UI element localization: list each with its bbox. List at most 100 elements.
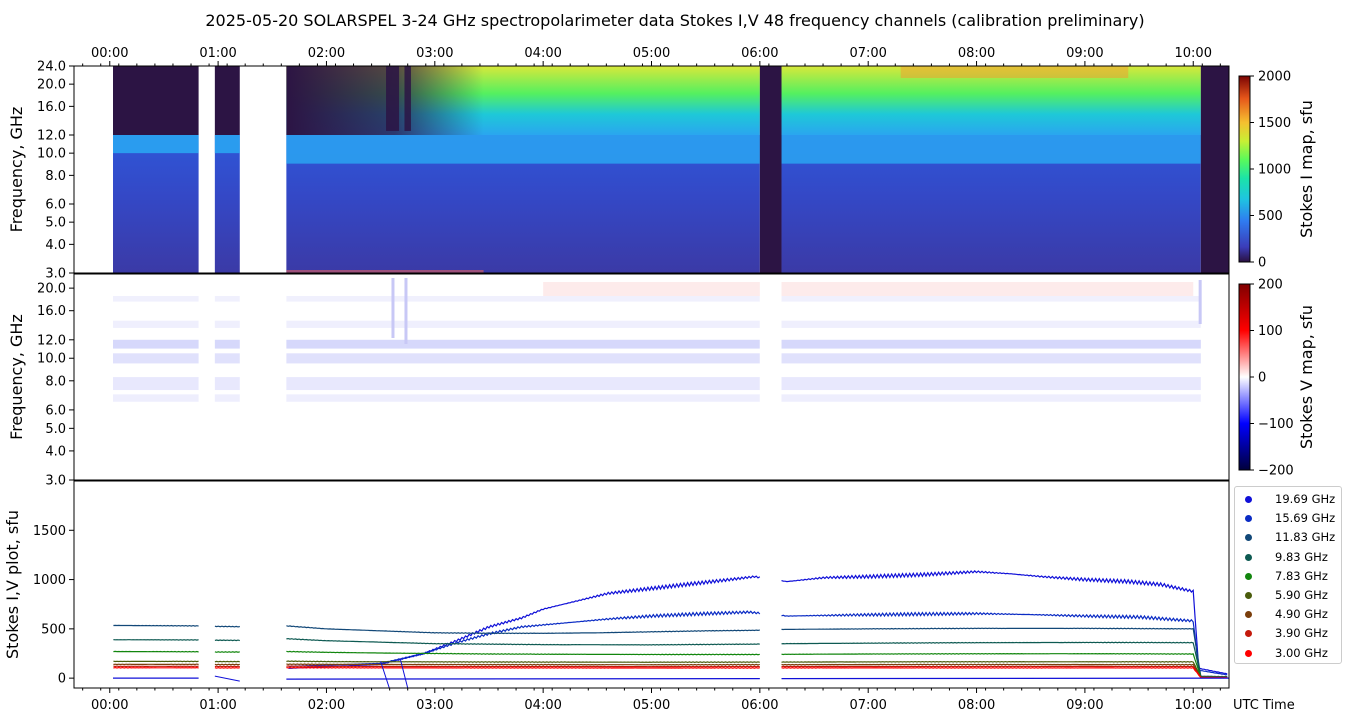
stokes-v-band-3-1 [781, 353, 1201, 364]
stokes-i-dark-0 [759, 66, 782, 273]
stokes-v-band-1-0 [214, 339, 240, 349]
bottom-xtick-label-1: 01:00 [199, 698, 236, 713]
stokes-i-block-mid-1 [214, 135, 240, 154]
stokes-v-band-2-0 [286, 339, 760, 349]
stokes-i-colorbar [1238, 75, 1251, 263]
top-xtick-label-10: 10:00 [1175, 46, 1212, 61]
bottom-xtick-label-9: 09:00 [1066, 698, 1103, 713]
stokes-v-ytick-label-8: 20.0 [37, 282, 66, 297]
stokes-v-cbar-label-4: 200 [1258, 278, 1283, 293]
legend-label: 11.83 GHz [1275, 530, 1336, 545]
stokes-i-cbar-label-0: 0 [1258, 256, 1266, 271]
stokes-v-band-1-2 [214, 377, 240, 391]
stokes-v-positive-band [543, 282, 1194, 296]
top-xtick-label-8: 08:00 [958, 46, 995, 61]
stokes-v-cbar-label-3: 100 [1258, 324, 1283, 339]
plot-ytick-label-1: 500 [41, 622, 66, 637]
bottom-xtick-label-10: 10:00 [1175, 698, 1212, 713]
panel-frame-2 [73, 480, 1230, 689]
stokes-v-band-2-4 [286, 320, 760, 328]
stokes-v-ytick-label-2: 5.0 [45, 422, 66, 437]
stokes-i-ytick-label-6: 12.0 [37, 129, 66, 144]
stokes-dropouts [380, 658, 409, 689]
series-line-2-seg-0 [113, 624, 199, 627]
stokes-v-baseline-1 [286, 677, 1230, 680]
stokes-i-cbar-label-2: 1000 [1258, 163, 1291, 178]
stokes-i-ytick-label-9: 24.0 [37, 60, 66, 75]
stokes-v-ylabel: Frequency, GHz [7, 314, 26, 440]
stokes-i-ytick-label-8: 20.0 [37, 78, 66, 93]
stokes-v-gap [759, 274, 782, 480]
series-line-3-seg-3 [781, 641, 1228, 678]
chart-title: 2025-05-20 SOLARSPEL 3-24 GHz spectropol… [205, 11, 1145, 30]
series-line-4-seg-2 [286, 650, 760, 656]
stokes-v-band-3-3 [781, 394, 1201, 402]
series-line-2-seg-1 [214, 625, 240, 628]
stokes-v-band-0-4 [113, 320, 199, 328]
stokes-i-low-edge [286, 270, 484, 273]
stokes-i-cbar-label-4: 2000 [1258, 70, 1291, 85]
stokes-v-band-0-2 [113, 377, 199, 391]
legend-label: 3.90 GHz [1275, 626, 1328, 641]
plot-ylabel: Stokes I,V plot, sfu [3, 510, 22, 659]
plot-ytick-label-0: 0 [58, 672, 66, 687]
legend-marker [1245, 649, 1252, 657]
bottom-xtick-label-3: 03:00 [416, 698, 453, 713]
stokes-i-block-low-1 [214, 135, 240, 273]
stokes-v-colorbar-title: Stokes V map, sfu [1297, 305, 1316, 449]
series-line-1-seg-1 [781, 611, 1228, 676]
stokes-v-spike-1 [391, 278, 395, 338]
stokes-v-ytick-label-1: 4.0 [45, 444, 66, 459]
legend-label: 5.90 GHz [1275, 588, 1328, 602]
stokes-v-band-2-5 [286, 296, 760, 302]
stokes-v-band-3-4 [781, 320, 1201, 328]
legend-marker [1245, 496, 1252, 503]
stokes-v-spike-3 [1198, 280, 1202, 324]
top-xtick-label-5: 05:00 [633, 46, 670, 61]
series-line-1-seg-0 [288, 610, 761, 668]
plot-ytick-label-3: 1500 [33, 524, 66, 539]
legend-label: 19.69 GHz [1275, 492, 1336, 506]
stokes-v-cbar-label-1: −100 [1258, 417, 1294, 432]
x-axis-label: UTC Time [1233, 698, 1295, 713]
stokes-v-band-0-3 [113, 394, 199, 402]
top-xtick-label-0: 00:00 [91, 46, 128, 61]
series-line-3-seg-1 [214, 639, 240, 642]
top-xtick-label-9: 09:00 [1066, 46, 1103, 61]
top-xtick-label-4: 04:00 [524, 46, 561, 61]
stokes-i-ytick-label-7: 16.0 [37, 100, 66, 115]
legend-marker [1245, 534, 1252, 542]
series-line-4-seg-0 [113, 650, 199, 653]
stokes-v-band-0-0 [113, 339, 199, 349]
series-line-3-seg-0 [113, 639, 199, 641]
series-line-3-seg-2 [286, 637, 760, 646]
bottom-xtick-label-6: 06:00 [741, 698, 778, 713]
series-line-5-seg-3 [781, 660, 1228, 679]
series-line-7-seg-3 [781, 665, 1228, 679]
stokes-v-ytick-label-0: 3.0 [45, 474, 66, 489]
stokes-i-peak-band [900, 66, 1129, 78]
bottom-xtick-label-0: 00:00 [91, 698, 128, 713]
bottom-xtick-label-5: 05:00 [633, 698, 670, 713]
stokes-v-ytick-label-6: 12.0 [37, 333, 66, 348]
legend-label: 15.69 GHz [1275, 511, 1336, 526]
stokes-i-mid-pre [286, 135, 760, 164]
stokes-v-band-1-3 [214, 394, 240, 402]
legend-marker [1245, 592, 1252, 599]
stokes-i-ytick-label-0: 3.0 [45, 267, 66, 282]
stokes-v-band-2-3 [286, 394, 760, 402]
panel-frame-1 [73, 273, 1230, 481]
series-line-6-seg-3 [781, 663, 1228, 679]
legend-marker [1245, 611, 1252, 619]
series-line-5-seg-2 [286, 660, 760, 664]
series-line-6-seg-1 [214, 663, 240, 666]
stokes-i-ytick-label-4: 8.0 [45, 169, 66, 184]
legend-label: 9.83 GHz [1275, 549, 1328, 564]
stokes-v-map [113, 274, 1202, 480]
stokes-i-ytick-label-5: 10.0 [37, 147, 66, 162]
stokes-i-mid-post [781, 135, 1201, 164]
series-line-4-seg-1 [214, 651, 240, 653]
legend-label: 4.90 GHz [1275, 607, 1328, 622]
stokes-i-dip-1 [404, 66, 411, 131]
legend-label: 7.83 GHz [1275, 568, 1328, 583]
